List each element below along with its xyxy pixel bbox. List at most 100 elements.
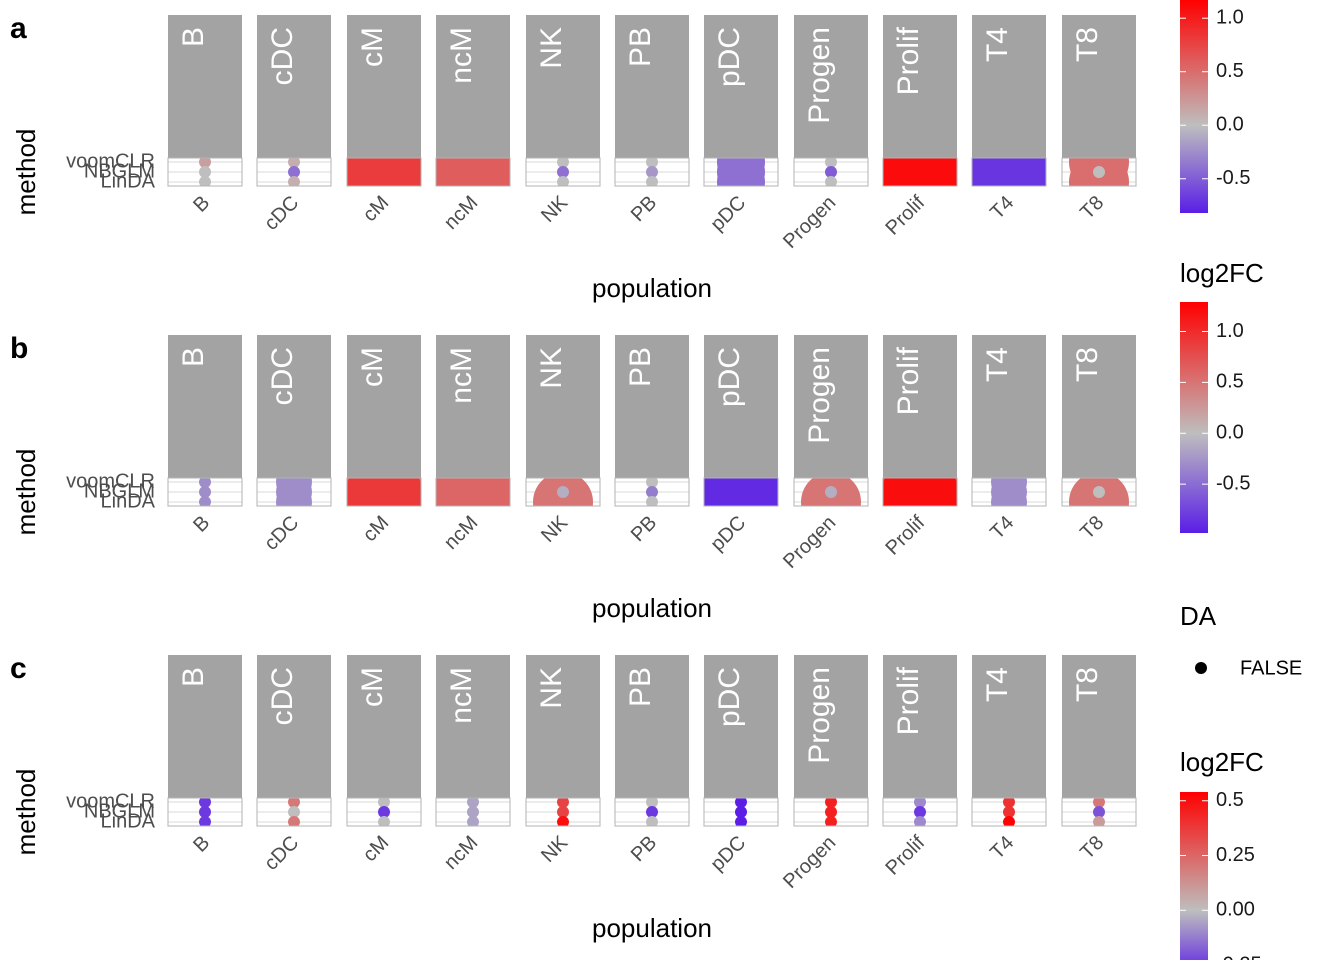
colorbar-tick-label: 0.0 [1216,422,1244,444]
panel-border [614,157,690,187]
facet-points [467,798,479,826]
strip-label: T8 [1071,27,1104,62]
point [378,806,390,818]
facet-strip [883,655,957,798]
facet-points [378,798,390,826]
colorbar-tick-label: 0.5 [1216,60,1244,82]
facet-points [199,158,211,186]
facet-points [825,158,837,186]
point [825,176,837,186]
point [825,798,837,808]
point [288,816,300,826]
facet-points [557,158,569,186]
colorbar [1180,302,1208,533]
panel-border [703,797,779,827]
facet-points [288,798,300,826]
panel-border [435,157,511,187]
strip-label: pDC [713,347,746,407]
point [735,816,747,826]
point [557,176,569,186]
x-tick-label: cM [359,832,393,866]
panel-border [882,157,958,187]
point [199,496,211,506]
panel-border [971,157,1047,187]
panel-border [167,477,243,507]
facet-strip [526,335,600,478]
strip-label: ncM [445,27,478,84]
point [557,816,569,826]
colorbar-tick-label: 0.5 [1216,789,1244,811]
facet-strip [526,15,600,158]
y-tick-label: LinDA [101,170,156,192]
point [735,798,747,808]
point [557,806,569,818]
panel-border [256,797,332,827]
strip-label: T4 [981,667,1014,702]
facet-strip [168,335,242,478]
strip-label: cDC [266,27,299,85]
x-axis-title: population [592,913,712,943]
point [883,478,957,506]
x-tick-label: cM [359,512,393,546]
panel-border [346,477,422,507]
point [914,798,926,808]
strip-label: PB [624,347,657,387]
point [199,798,211,808]
facet-strip [257,655,331,798]
facet-strip [436,335,510,478]
y-tick-label: voomCLR [66,790,155,812]
panel-border [525,157,601,187]
point [199,806,211,818]
facet-points [1069,478,1129,506]
point [646,816,658,826]
facet-strip [704,335,778,478]
strip-label: pDC [713,27,746,87]
point [646,496,658,506]
x-tick-label: T4 [986,832,1018,864]
facet-strip [794,335,868,478]
point [199,166,211,178]
colorbar-tick-label: 1.0 [1216,320,1244,342]
x-tick-label: NK [537,831,573,867]
point [436,158,510,186]
panel-border [703,477,779,507]
facet-points [883,478,957,506]
y-axis-title: method [11,129,41,216]
x-tick-label: T4 [986,192,1018,224]
strip-label: Prolif [892,26,925,95]
facet-points [883,158,957,186]
strip-label: NK [535,347,568,389]
facet-strip [347,655,421,798]
y-tick-label: voomCLR [66,150,155,172]
x-tick-label: cM [359,192,393,226]
point [199,478,211,488]
strip-label: Prolif [892,346,925,415]
point [199,158,211,168]
strip-label: Progen [803,667,836,764]
panel-border [435,797,511,827]
facet-points [914,798,926,826]
point [378,816,390,826]
point [646,158,658,168]
facet-strip [347,15,421,158]
colorbar-tick-label: 0.25 [1216,844,1255,866]
facet-points [199,478,211,506]
point [825,166,837,178]
point [1093,166,1105,178]
x-tick-label: Progen [779,192,840,253]
colorbar-tick-label: 0.5 [1216,371,1244,393]
strip-label: Prolif [892,666,925,735]
point [436,478,510,506]
panel-border [525,797,601,827]
x-tick-label: Prolif [881,191,929,239]
point [557,798,569,808]
x-axis-title: population [592,273,712,303]
facet-points [801,478,861,506]
colorbar [1180,792,1208,965]
x-tick-label: ncM [440,192,482,234]
panel-border [346,797,422,827]
x-tick-label: ncM [440,832,482,874]
colorbar-tick-label: 0.0 [1216,114,1244,136]
point [646,176,658,186]
